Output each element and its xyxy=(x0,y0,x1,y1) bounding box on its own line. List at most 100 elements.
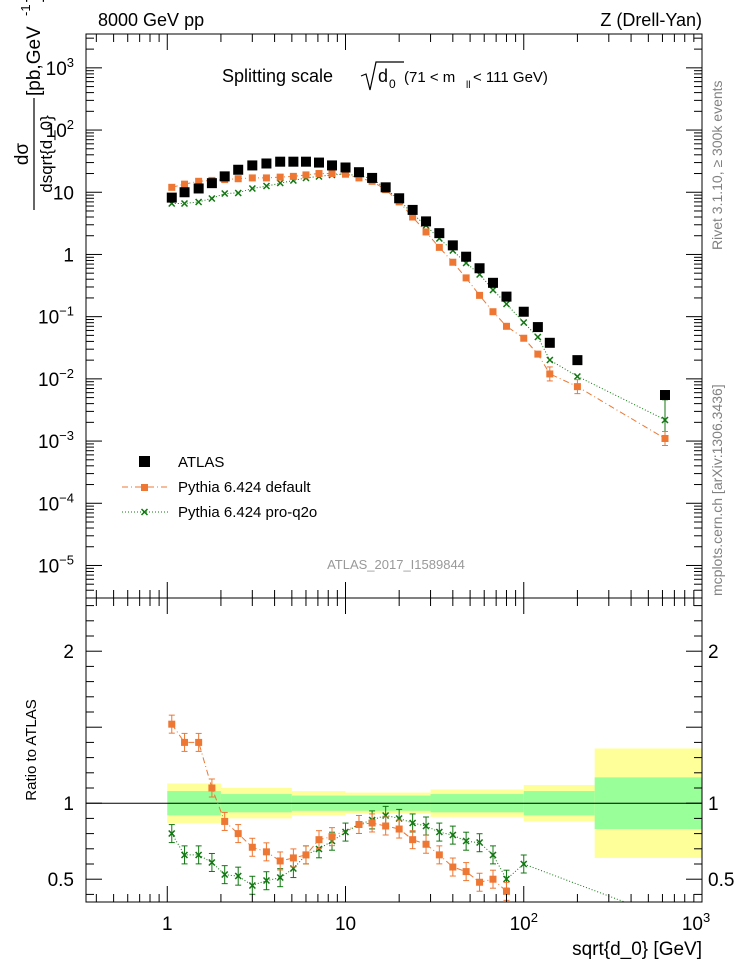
atlas-point xyxy=(313,157,324,168)
atlas-point xyxy=(367,172,378,183)
default-point xyxy=(435,243,443,251)
atlas-point xyxy=(288,156,299,167)
y-tick-label: 103 xyxy=(46,55,74,80)
title-cut-end: < 111 GeV) xyxy=(473,69,548,86)
atlas-point xyxy=(193,183,204,194)
ratio-default-point xyxy=(234,830,242,838)
sqrt-symbol xyxy=(360,61,404,91)
main-series-layer: ✕✕✕✕✕✕✕✕✕✕✕✕✕✕✕✕✕✕✕✕✕✕✕✕✕✕✕✕✕✕✕ xyxy=(166,156,670,446)
title-cut-sub: ll xyxy=(466,80,470,91)
proq2o-point: ✕ xyxy=(207,193,216,205)
atlas-point xyxy=(219,171,230,182)
title-prefix: Splitting scale xyxy=(222,66,333,86)
atlas-point xyxy=(421,216,432,227)
atlas-point xyxy=(327,160,338,171)
default-point xyxy=(502,322,510,330)
ratio-tick-label-left: 0.5 xyxy=(48,870,74,891)
x-axis-label: sqrt{d_0} [GeV] xyxy=(572,939,702,960)
ratio-proq2o-point: ✕ xyxy=(207,857,216,869)
atlas-point xyxy=(300,156,311,167)
legend: ATLAS Pythia 6.424 default ✕ Pythia 6.42… xyxy=(122,454,317,521)
default-point xyxy=(195,177,203,185)
proq2o-point: ✕ xyxy=(660,415,669,427)
ratio-tick-label-right: 0.5 xyxy=(708,870,734,891)
legend-marker-atlas xyxy=(139,456,150,467)
plot-title: Splitting scale d 0 (71 < m ll < 111 GeV… xyxy=(222,61,548,91)
ratio-default-point xyxy=(276,857,284,865)
y-tick-label: 1 xyxy=(63,245,74,266)
proq2o-point: ✕ xyxy=(462,258,471,270)
process-label: Z (Drell-Yan) xyxy=(600,10,702,30)
ratio-default-point xyxy=(328,833,336,841)
ratio-proq2o-point: ✕ xyxy=(180,850,189,862)
proq2o-point: ✕ xyxy=(220,189,229,201)
x-tick-label: 10 xyxy=(335,914,356,935)
ratio-proq2o-point: ✕ xyxy=(289,864,298,876)
ratio-proq2o-point: ✕ xyxy=(462,836,471,848)
default-point xyxy=(462,274,470,282)
title-cut: (71 < m xyxy=(404,69,455,86)
ratio-proq2o-point: ✕ xyxy=(448,830,457,842)
atlas-point xyxy=(501,291,512,302)
default-point xyxy=(422,228,430,236)
proq2o-point: ✕ xyxy=(573,371,582,383)
ratio-default-point xyxy=(221,817,229,825)
atlas-point xyxy=(179,187,190,198)
atlas-point xyxy=(275,156,286,167)
ylabel-unit-end: ] xyxy=(24,0,45,2)
ratio-default-point xyxy=(395,825,403,833)
default-point xyxy=(534,350,542,358)
default-point xyxy=(289,172,297,180)
ratio-default-point xyxy=(208,784,216,792)
x-tick-label: 1 xyxy=(162,914,173,935)
ratio-axis-ticks: 2 2 1 1 0.5 0.5 1 10 102 103 xyxy=(48,598,734,935)
atlas-point xyxy=(532,322,543,333)
default-point xyxy=(262,174,270,182)
ratio-default-point xyxy=(382,822,390,830)
ratio-tick-label-left: 2 xyxy=(63,642,74,663)
ratio-proq2o-point: ✕ xyxy=(395,813,404,825)
default-point xyxy=(315,170,323,178)
y-tick-label: 10−5 xyxy=(38,552,74,577)
ratio-proq2o-point: ✕ xyxy=(167,829,176,841)
atlas-point xyxy=(233,164,244,175)
y-axis-label: dσ dsqrt{d_0} [pb,GeV -1 ] xyxy=(12,0,56,210)
ratio-proq2o-point: ✕ xyxy=(435,827,444,839)
ratio-proq2o-point: ✕ xyxy=(341,827,350,839)
legend-label-proq2o: Pythia 6.424 pro-q2o xyxy=(178,504,317,521)
default-point xyxy=(520,334,528,342)
default-point xyxy=(168,183,176,191)
ratio-proq2o-point: ✕ xyxy=(421,821,430,833)
ratio-default-point xyxy=(355,820,363,828)
ratio-proq2o-point: ✕ xyxy=(220,870,229,882)
proq2o-point: ✕ xyxy=(421,221,430,233)
default-point xyxy=(449,258,457,266)
ylabel-unit-exp: -1 xyxy=(18,4,33,16)
atlas-point xyxy=(474,263,485,274)
proq2o-point: ✕ xyxy=(248,183,257,195)
default-point xyxy=(355,174,363,182)
title-var-sub: 0 xyxy=(389,77,396,91)
ratio-default-point xyxy=(248,843,256,851)
ratio-default-point xyxy=(435,851,443,859)
proq2o-point: ✕ xyxy=(533,332,542,344)
default-point xyxy=(248,174,256,182)
ratio-tick-label-right: 1 xyxy=(708,794,719,815)
ratio-proq2o-point: ✕ xyxy=(502,874,511,886)
proq2o-point: ✕ xyxy=(301,173,310,185)
default-point xyxy=(276,173,284,181)
analysis-id-label: ATLAS_2017_I1589844 xyxy=(327,557,465,572)
default-point xyxy=(409,213,417,221)
ratio-proq2o-point: ✕ xyxy=(519,859,528,871)
default-point xyxy=(342,170,350,178)
ylabel-denominator: dsqrt{d_0} xyxy=(37,115,56,193)
proq2o-point: ✕ xyxy=(276,178,285,190)
proq2o-point: ✕ xyxy=(448,246,457,258)
ratio-proq2o-point: ✕ xyxy=(314,844,323,856)
proq2o-point: ✕ xyxy=(234,188,243,200)
default-point xyxy=(328,170,336,178)
ratio-proq2o-point: ✕ xyxy=(276,873,285,885)
atlas-point xyxy=(487,277,498,288)
legend-label-atlas: ATLAS xyxy=(178,454,224,471)
proq2o-point: ✕ xyxy=(475,269,484,281)
